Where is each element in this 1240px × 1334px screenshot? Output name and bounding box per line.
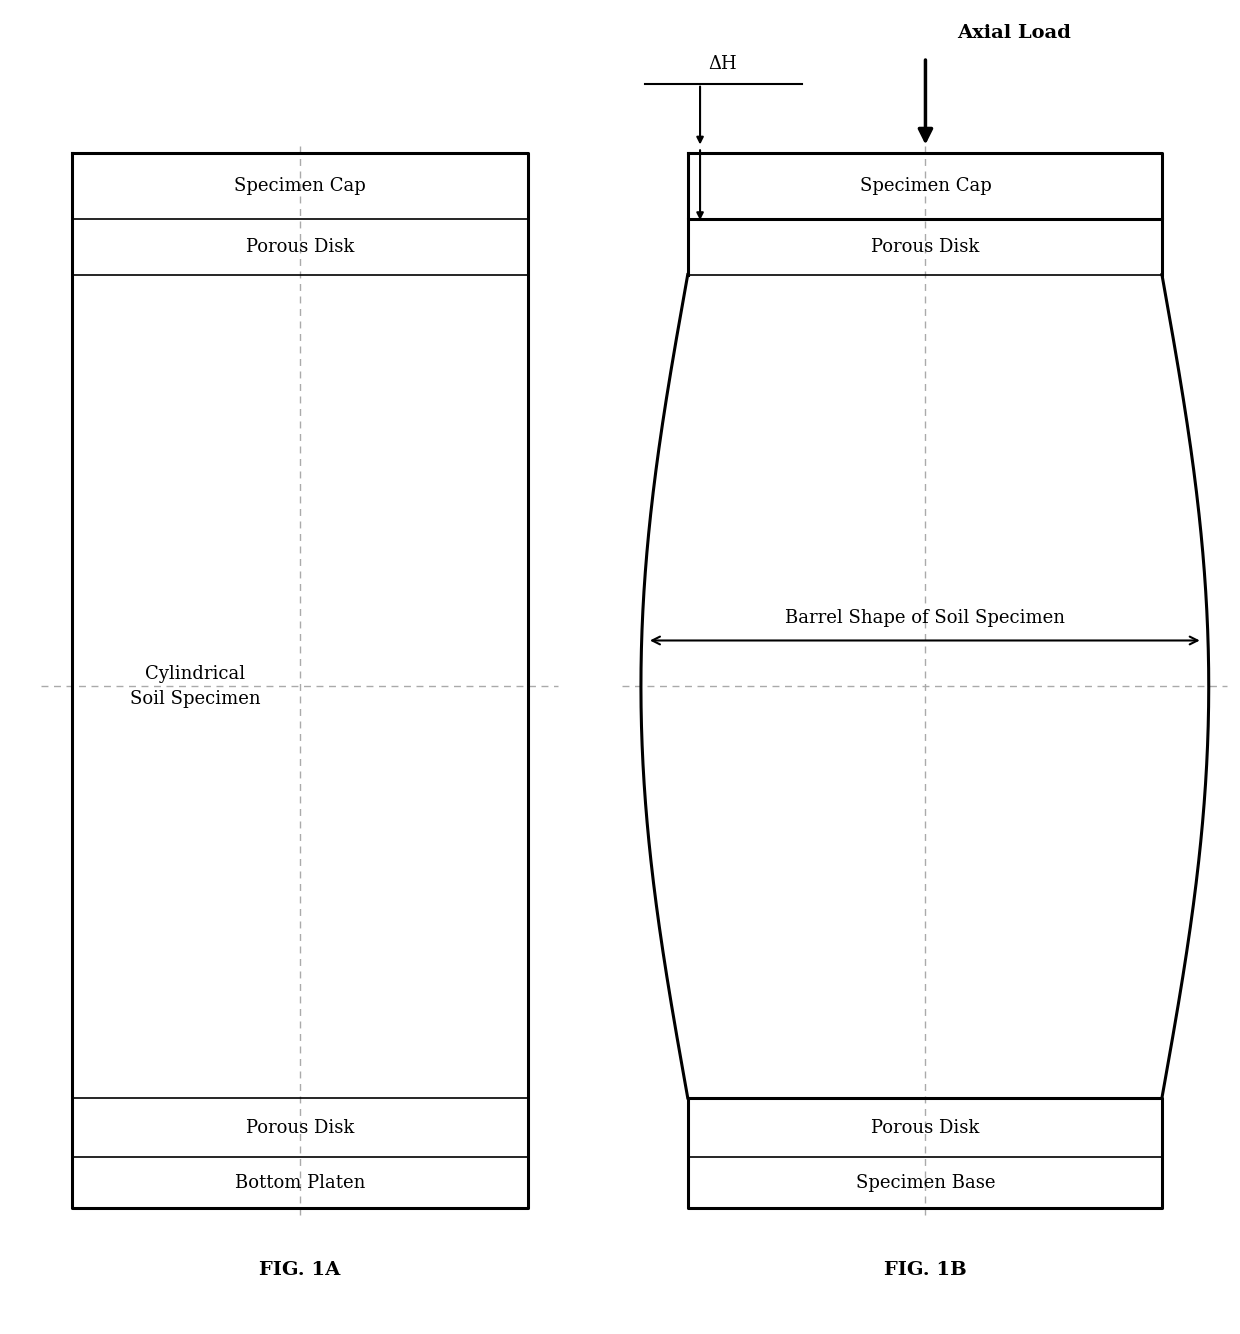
Text: FIG. 1A: FIG. 1A [259, 1261, 341, 1279]
Text: Cylindrical
Soil Specimen: Cylindrical Soil Specimen [130, 664, 260, 708]
Text: Specimen Cap: Specimen Cap [234, 177, 366, 195]
Text: Specimen Base: Specimen Base [856, 1174, 996, 1191]
Text: Bottom Platen: Bottom Platen [234, 1174, 365, 1191]
Text: ΔH: ΔH [709, 55, 738, 73]
Text: FIG. 1B: FIG. 1B [884, 1261, 967, 1279]
Text: Porous Disk: Porous Disk [872, 1119, 980, 1137]
Text: Porous Disk: Porous Disk [246, 237, 353, 256]
Text: Porous Disk: Porous Disk [872, 237, 980, 256]
Text: Axial Load: Axial Load [957, 24, 1071, 43]
Text: Specimen Cap: Specimen Cap [859, 177, 991, 195]
Text: Barrel Shape of Soil Specimen: Barrel Shape of Soil Specimen [785, 610, 1065, 627]
Text: Porous Disk: Porous Disk [246, 1119, 353, 1137]
